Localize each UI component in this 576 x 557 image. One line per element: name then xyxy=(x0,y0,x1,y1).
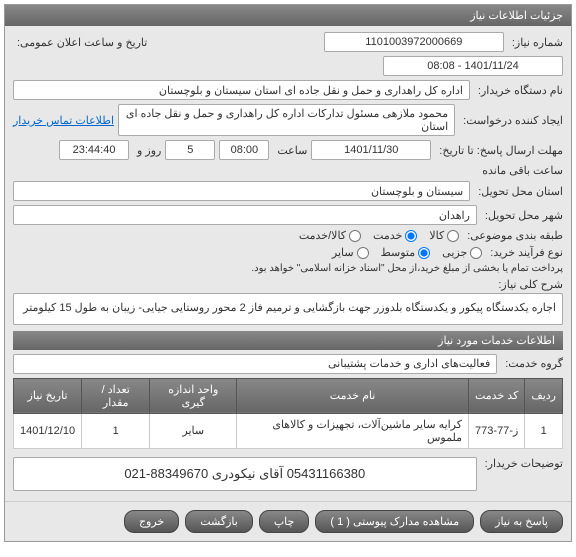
cell-service-name: کرایه سایر ماشین‌آلات، تجهیزات و کالاهای… xyxy=(237,413,469,448)
field-deadline-time: 08:00 xyxy=(219,140,269,160)
row-buyer-notes: توضیحات خریدار: 05431166380 آقای نیکودری… xyxy=(13,457,563,491)
radio-input-khedmat[interactable] xyxy=(405,230,417,242)
label-delivery-city: شهر محل تحویل: xyxy=(481,209,563,222)
field-need-number: 1101003972000669 xyxy=(324,32,504,52)
radio-minor[interactable]: جزیی xyxy=(442,246,482,259)
contact-info-link[interactable]: اطلاعات تماس خریدار xyxy=(13,114,114,127)
radio-kala[interactable]: کالا xyxy=(429,229,459,242)
col-index: ردیف xyxy=(525,378,563,413)
radio-label-medium: متوسط xyxy=(381,246,416,259)
row-buyer-org: نام دستگاه خریدار: اداره کل راهداری و حم… xyxy=(13,80,563,100)
col-need-date: تاریخ نیاز xyxy=(14,378,82,413)
need-details-panel: جزئیات اطلاعات نیاز شماره نیاز: 11010039… xyxy=(4,4,572,542)
row-need-number: شماره نیاز: 1101003972000669 تاریخ و ساع… xyxy=(13,32,563,76)
print-button[interactable]: چاپ xyxy=(259,510,310,533)
field-remaining-time: 23:44:40 xyxy=(59,140,129,160)
payment-note: پرداخت تمام یا بخشی از مبلغ خرید،از محل … xyxy=(247,263,563,274)
label-delivery-province: استان محل تحویل: xyxy=(474,185,563,198)
label-day-and: روز و xyxy=(133,144,161,157)
field-buyer-notes: 05431166380 آقای نیکودری 88349670-021 xyxy=(13,457,477,491)
attachments-button[interactable]: مشاهده مدارک پیوستی ( 1 ) xyxy=(315,510,474,533)
field-buyer-org: اداره کل راهداری و حمل و نقل جاده ای است… xyxy=(13,80,470,100)
button-bar: پاسخ به نیاز مشاهده مدارک پیوستی ( 1 ) چ… xyxy=(5,501,571,541)
cell-qty: 1 xyxy=(82,413,150,448)
row-service-group: گروه خدمت: فعالیت‌های اداری و خدمات پشتی… xyxy=(13,354,563,374)
cell-unit: سایر xyxy=(150,413,237,448)
radio-medium[interactable]: متوسط xyxy=(381,246,431,259)
field-remaining-days: 5 xyxy=(165,140,215,160)
radio-input-medium[interactable] xyxy=(418,247,430,259)
col-unit: واحد اندازه گیری xyxy=(150,378,237,413)
label-remaining: ساعت باقی مانده xyxy=(478,164,563,177)
label-buyer-org: نام دستگاه خریدار: xyxy=(474,84,563,97)
respond-button[interactable]: پاسخ به نیاز xyxy=(480,510,563,533)
radio-input-other[interactable] xyxy=(357,247,369,259)
radio-input-kala[interactable] xyxy=(447,230,459,242)
radio-input-minor[interactable] xyxy=(470,247,482,259)
field-main-desc: اجاره یکدستگاه پیکور و یکدستگاه بلدوزر ج… xyxy=(13,293,563,325)
col-qty: تعداد / مقدار xyxy=(82,378,150,413)
label-requester: ایجاد کننده درخواست: xyxy=(459,114,563,127)
row-delivery-city: شهر محل تحویل: راهدان xyxy=(13,205,563,225)
label-time-word: ساعت xyxy=(273,144,307,157)
services-table: ردیف کد خدمت نام خدمت واحد اندازه گیری ت… xyxy=(13,378,563,449)
row-deadline: مهلت ارسال پاسخ: تا تاریخ: 1401/11/30 سا… xyxy=(13,140,563,177)
exit-button[interactable]: خروج xyxy=(124,510,179,533)
panel-title: جزئیات اطلاعات نیاز xyxy=(5,5,571,26)
col-service-name: نام خدمت xyxy=(237,378,469,413)
field-announce-datetime: 1401/11/24 - 08:08 xyxy=(383,56,563,76)
cell-service-code: ز-77-773 xyxy=(469,413,525,448)
radio-khedmat[interactable]: خدمت xyxy=(373,229,417,242)
col-service-code: کد خدمت xyxy=(469,378,525,413)
field-deadline-date: 1401/11/30 xyxy=(311,140,431,160)
row-requester: ایجاد کننده درخواست: محمود ملازهی مسئول … xyxy=(13,104,563,136)
purchase-type-radios: جزیی متوسط سایر xyxy=(332,246,482,259)
label-buyer-notes: توضیحات خریدار: xyxy=(481,457,563,470)
table-header-row: ردیف کد خدمت نام خدمت واحد اندازه گیری ت… xyxy=(14,378,563,413)
cell-index: 1 xyxy=(525,413,563,448)
field-delivery-city: راهدان xyxy=(13,205,477,225)
label-purchase-type: نوع فرآیند خرید: xyxy=(486,246,563,259)
field-delivery-province: سیستان و بلوچستان xyxy=(13,181,470,201)
services-subheader: اطلاعات خدمات مورد نیاز xyxy=(13,331,563,350)
radio-input-kala-khedmat[interactable] xyxy=(349,230,361,242)
row-subject-class: طبقه بندی موضوعی: کالا خدمت کالا/خدمت xyxy=(13,229,563,242)
table-row: 1 ز-77-773 کرایه سایر ماشین‌آلات، تجهیزا… xyxy=(14,413,563,448)
radio-kala-khedmat[interactable]: کالا/خدمت xyxy=(299,229,361,242)
radio-label-kala: کالا xyxy=(429,229,444,242)
label-service-group: گروه خدمت: xyxy=(501,357,563,370)
row-purchase-type: نوع فرآیند خرید: جزیی متوسط سایر پرداخت … xyxy=(13,246,563,274)
field-requester: محمود ملازهی مسئول تدارکات اداره کل راهد… xyxy=(118,104,455,136)
radio-label-minor: جزیی xyxy=(442,246,467,259)
field-service-group: فعالیت‌های اداری و خدمات پشتیبانی xyxy=(13,354,497,374)
label-announce-datetime: تاریخ و ساعت اعلان عمومی: xyxy=(13,36,147,49)
label-deadline: مهلت ارسال پاسخ: تا تاریخ: xyxy=(435,144,563,157)
radio-label-kala-khedmat: کالا/خدمت xyxy=(299,229,346,242)
subject-class-radios: کالا خدمت کالا/خدمت xyxy=(299,229,459,242)
panel-body: شماره نیاز: 1101003972000669 تاریخ و ساع… xyxy=(5,26,571,501)
label-subject-class: طبقه بندی موضوعی: xyxy=(463,229,563,242)
back-button[interactable]: بازگشت xyxy=(185,510,253,533)
radio-label-khedmat: خدمت xyxy=(373,229,402,242)
cell-need-date: 1401/12/10 xyxy=(14,413,82,448)
label-need-number: شماره نیاز: xyxy=(508,36,563,49)
label-main-desc: شرح کلی نیاز: xyxy=(13,278,563,291)
row-delivery-province: استان محل تحویل: سیستان و بلوچستان xyxy=(13,181,563,201)
radio-other[interactable]: سایر xyxy=(332,246,369,259)
block-main-desc: شرح کلی نیاز: اجاره یکدستگاه پیکور و یکد… xyxy=(13,278,563,325)
radio-label-other: سایر xyxy=(332,246,354,259)
